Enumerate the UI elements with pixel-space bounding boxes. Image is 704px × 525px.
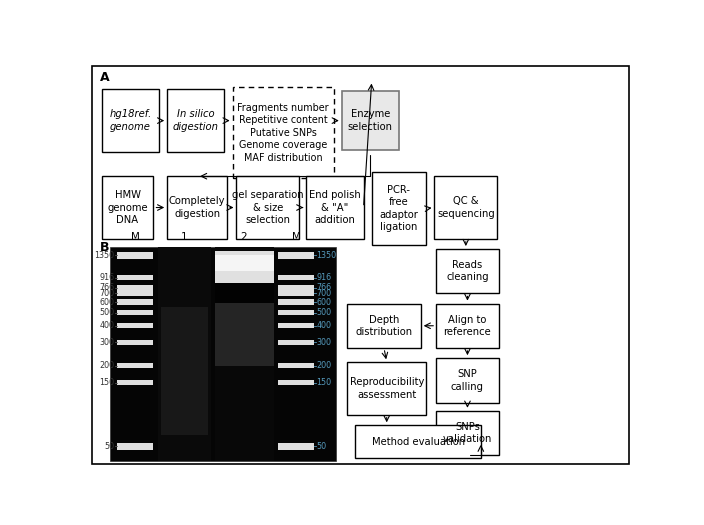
Bar	[117, 310, 153, 316]
Text: In silico
digestion: In silico digestion	[172, 109, 219, 132]
Text: Align to
reference: Align to reference	[444, 314, 491, 337]
Text: 916: 916	[99, 273, 115, 282]
Bar	[278, 443, 315, 449]
Bar	[117, 251, 153, 258]
Bar	[117, 275, 153, 280]
Text: Completely
digestion: Completely digestion	[169, 196, 225, 219]
Text: End polish
& "A"
addition: End polish & "A" addition	[309, 190, 360, 225]
Bar	[347, 362, 427, 415]
Text: 400: 400	[100, 321, 115, 330]
Text: M: M	[291, 232, 301, 242]
Bar	[167, 176, 227, 239]
Bar	[101, 89, 159, 152]
Text: 916: 916	[317, 273, 332, 282]
Text: 150: 150	[99, 378, 115, 387]
Text: 2: 2	[241, 232, 247, 242]
Text: 1350: 1350	[94, 250, 115, 259]
Text: 766: 766	[317, 284, 332, 292]
Bar	[434, 176, 497, 239]
Text: B: B	[100, 241, 110, 254]
Bar	[372, 172, 427, 245]
Text: SNP
calling: SNP calling	[451, 369, 484, 392]
Text: hg18ref.
genome: hg18ref. genome	[109, 109, 151, 132]
Bar	[117, 443, 153, 449]
Bar	[167, 89, 225, 152]
Text: 500: 500	[317, 308, 332, 317]
Text: Reproducibility
assessment: Reproducibility assessment	[349, 377, 424, 400]
Bar	[436, 358, 499, 403]
Bar	[237, 176, 299, 239]
Text: PCR-
free
adaptor
ligation: PCR- free adaptor ligation	[379, 185, 418, 232]
Bar	[117, 290, 153, 296]
Bar	[356, 425, 481, 458]
Bar	[215, 247, 273, 461]
Bar	[215, 251, 273, 288]
Bar	[215, 303, 273, 366]
Bar	[278, 310, 315, 316]
Bar	[117, 299, 153, 304]
Bar	[278, 299, 315, 304]
Bar	[215, 255, 273, 271]
Bar	[278, 285, 315, 290]
Text: A: A	[100, 71, 110, 84]
Text: gel separation
& size
selection: gel separation & size selection	[232, 190, 303, 225]
Text: 700: 700	[317, 289, 332, 298]
Text: 600: 600	[100, 298, 115, 307]
Bar	[117, 363, 153, 369]
Text: 500: 500	[99, 308, 115, 317]
Bar	[278, 323, 315, 328]
Bar	[436, 411, 499, 455]
FancyBboxPatch shape	[92, 66, 629, 464]
Bar	[436, 249, 499, 293]
Bar	[161, 307, 208, 435]
Bar	[117, 340, 153, 345]
Text: 200: 200	[317, 361, 332, 370]
Text: Method evaluation: Method evaluation	[372, 437, 465, 447]
Text: 1350: 1350	[317, 250, 337, 259]
Text: 50: 50	[105, 442, 115, 451]
Bar	[101, 176, 153, 239]
Bar	[117, 323, 153, 328]
Bar	[158, 247, 210, 461]
Text: Depth
distribution: Depth distribution	[356, 314, 413, 337]
Bar	[306, 176, 363, 239]
Bar	[278, 290, 315, 296]
Text: HMW
genome
DNA: HMW genome DNA	[107, 190, 148, 225]
Text: 1: 1	[181, 232, 187, 242]
Bar	[278, 275, 315, 280]
Bar	[117, 285, 153, 290]
Bar	[341, 91, 399, 150]
Bar	[110, 247, 337, 461]
Text: Enzyme
selection: Enzyme selection	[348, 109, 393, 132]
Text: 300: 300	[317, 338, 332, 347]
Text: 700: 700	[99, 289, 115, 298]
Text: 600: 600	[317, 298, 332, 307]
Bar	[278, 363, 315, 369]
Text: 50: 50	[317, 442, 327, 451]
Bar	[278, 251, 315, 258]
Text: 150: 150	[317, 378, 332, 387]
Bar	[232, 87, 334, 178]
Bar	[436, 303, 499, 348]
Text: 200: 200	[99, 361, 115, 370]
Text: QC &
sequencing: QC & sequencing	[437, 196, 495, 219]
Bar	[215, 283, 273, 303]
Text: 766: 766	[99, 284, 115, 292]
Text: M: M	[131, 232, 139, 242]
Text: SNPs
validation: SNPs validation	[443, 422, 492, 444]
Text: 400: 400	[317, 321, 332, 330]
Bar	[347, 303, 421, 348]
Bar	[278, 380, 315, 385]
Bar	[117, 380, 153, 385]
Text: Reads
cleaning: Reads cleaning	[446, 260, 489, 282]
Text: Fragments number
Repetitive content
Putative SNPs
Genome coverage
MAF distributi: Fragments number Repetitive content Puta…	[237, 103, 329, 163]
Text: 300: 300	[100, 338, 115, 347]
Bar	[278, 340, 315, 345]
